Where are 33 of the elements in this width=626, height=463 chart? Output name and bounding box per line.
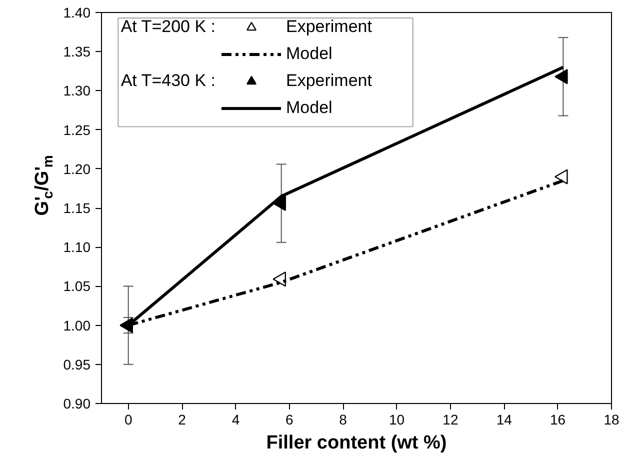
y-tick-label: 1.15: [63, 200, 91, 216]
y-tick-label: 0.90: [63, 396, 91, 412]
y-tick-label: 1.20: [63, 160, 91, 177]
x-tick-label: 12: [442, 412, 458, 428]
point: [554, 169, 568, 184]
point: [272, 196, 286, 211]
annotation: At T=200 K :: [120, 17, 216, 36]
y-tick-label: 0.95: [63, 356, 91, 372]
legend-label: Experiment: [286, 16, 372, 38]
legend-label: Experiment: [286, 70, 372, 92]
x-axis-title: Filler content (wt %): [266, 432, 447, 454]
x-tick-label: 16: [550, 412, 566, 428]
y-tick-label: 1.35: [63, 44, 91, 60]
y-tick-label: 1.05: [63, 278, 91, 294]
legend-label: Model: [286, 43, 332, 65]
y-tick-label: 1.10: [63, 239, 91, 256]
x-tick-label: 8: [339, 412, 348, 428]
x-tick-label: 14: [496, 412, 512, 428]
point: [272, 272, 286, 287]
point: [554, 69, 568, 84]
x-tick-label: 6: [286, 412, 294, 428]
x-tick-label: 10: [388, 412, 405, 428]
x-tick-label: 18: [604, 412, 620, 428]
y-tick-label: 1.40: [63, 4, 91, 20]
y-tick-label: 1.30: [63, 82, 91, 99]
x-tick-label: 0: [124, 412, 132, 428]
legend-label: Model: [286, 97, 332, 119]
x-tick-label: 4: [232, 412, 240, 428]
y-tick-label: 1.00: [63, 317, 91, 334]
x-tick-label: 2: [178, 412, 186, 428]
annotation: At T=430 K :: [120, 71, 216, 90]
y-axis-title: G'c/G'm: [32, 155, 56, 216]
y-tick-label: 1.25: [63, 122, 91, 138]
